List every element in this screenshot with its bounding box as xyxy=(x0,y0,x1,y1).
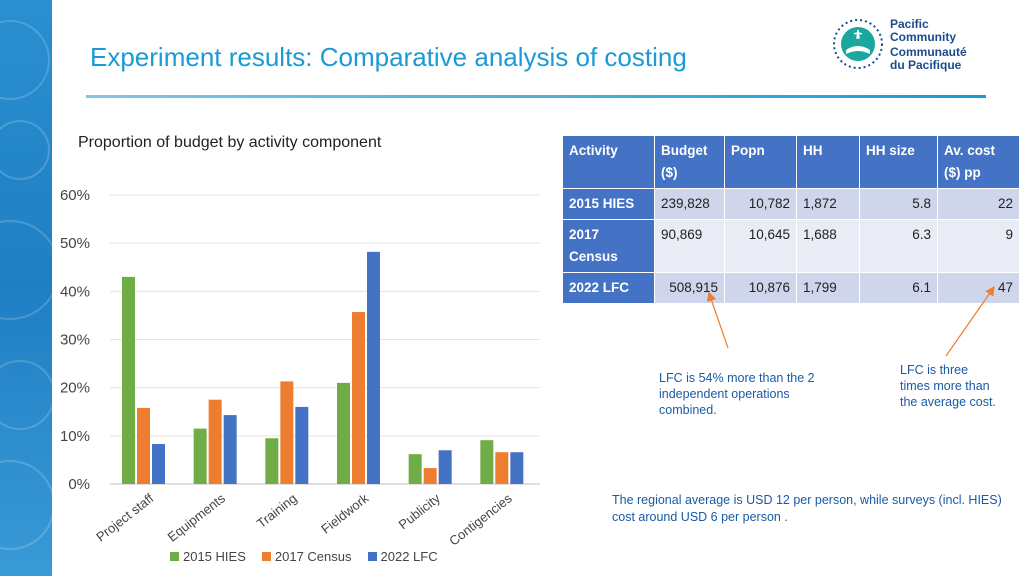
bar-2015-hies xyxy=(265,438,279,484)
row-label: 2017 Census xyxy=(562,219,655,273)
bar-2015-hies xyxy=(480,440,494,484)
bar-2017-census xyxy=(423,468,437,484)
av-cost-cell: 47 xyxy=(937,272,1020,304)
bar-2022-lfc xyxy=(438,450,452,484)
bar-2022-lfc xyxy=(510,452,524,484)
budget-cell: 239,828 xyxy=(654,188,725,220)
legend-swatch-2017-census xyxy=(261,552,271,561)
arrow-to-lfc-av-cost xyxy=(945,286,995,357)
header-activity: Activity xyxy=(562,135,655,189)
annotation-lfc-three-times: LFC is three times more than the average… xyxy=(900,363,996,409)
decorative-side-strip xyxy=(0,0,52,576)
header-popn: Popn xyxy=(724,135,797,189)
chart-legend: 2015 HIES 2017 Census 2022 LFC xyxy=(170,549,438,564)
logo-line-4: du Pacifique xyxy=(890,57,962,72)
hh-cell: 1,688 xyxy=(796,219,860,273)
y-tick-label: 20% xyxy=(60,380,90,397)
logo-line-3: Communauté xyxy=(890,45,967,59)
legend-label-2015-hies: 2015 HIES xyxy=(183,549,246,564)
budget-proportion-bar-chart: 0%10%20%30%40%50%60%Project staff Equipme… xyxy=(60,187,540,549)
legend-label-2017-census: 2017 Census xyxy=(274,549,352,564)
legend-swatch-2015-hies xyxy=(170,552,179,561)
budget-cell: 508,915 xyxy=(654,272,725,304)
legend-item-2015-hies: 2015 HIES xyxy=(170,549,246,564)
bar-2022-lfc xyxy=(295,406,309,484)
annotation-lfc-combined: LFC is 54% more than the 2 independent o… xyxy=(659,371,815,417)
table-row: 2017 Census 90,869 10,645 1,688 6.3 9 xyxy=(562,219,1020,273)
logo-text: Pacific Community Communauté du Pacifiqu… xyxy=(890,18,967,71)
bar-2015-hies xyxy=(408,454,422,484)
slide-title: Experiment results: Comparative analysis… xyxy=(90,42,687,72)
bar-2017-census xyxy=(352,312,365,484)
av-cost-cell: 9 xyxy=(937,219,1020,273)
legend-label-2022-lfc: 2022 LFC xyxy=(380,549,438,564)
header-budget: Budget ($) xyxy=(654,135,725,189)
popn-cell: 10,645 xyxy=(724,219,797,273)
hh-cell: 1,799 xyxy=(796,272,860,304)
pacific-community-logo-icon xyxy=(833,19,883,69)
row-label: 2022 LFC xyxy=(562,272,655,304)
bar-2022-lfc xyxy=(152,444,165,484)
legend-item-2017-census: 2017 Census xyxy=(261,549,352,564)
chart-title: Proportion of budget by activity compone… xyxy=(78,134,382,151)
bar-2022-lfc xyxy=(367,251,380,484)
annotation-regional-average: The regional average is USD 12 per perso… xyxy=(612,493,1002,524)
hh-cell: 1,872 xyxy=(796,188,860,220)
y-tick-label: 60% xyxy=(60,187,90,204)
y-tick-label: 30% xyxy=(60,332,90,349)
y-tick-label: 10% xyxy=(60,428,90,445)
arrow-to-lfc-budget xyxy=(707,291,729,349)
hh-size-cell: 6.1 xyxy=(859,272,938,304)
av-cost-cell: 22 xyxy=(937,188,1020,220)
logo-line-1: Pacific xyxy=(890,17,929,31)
table-row: 2022 LFC 508,915 10,876 1,799 6.1 47 xyxy=(562,272,1020,304)
y-tick-label: 0% xyxy=(68,476,90,493)
logo-line-2: Community xyxy=(890,29,956,44)
bar-2015-hies xyxy=(337,382,350,484)
bar-2015-hies xyxy=(122,276,135,484)
bar-2017-census xyxy=(280,381,294,484)
bar-2017-census xyxy=(495,452,509,484)
hh-size-cell: 6.3 xyxy=(859,219,938,273)
costing-table: Activity Budget ($) Popn HH HH size Av. … xyxy=(562,135,1020,304)
bar-2017-census xyxy=(137,407,150,484)
budget-cell: 90,869 xyxy=(654,219,725,273)
row-label: 2015 HIES xyxy=(562,188,655,220)
bar-2015-hies xyxy=(193,428,207,484)
y-tick-label: 50% xyxy=(60,235,90,252)
y-tick-label: 40% xyxy=(60,283,90,300)
popn-cell: 10,876 xyxy=(724,272,797,304)
bar-2022-lfc xyxy=(223,415,237,484)
legend-item-2022-lfc: 2022 LFC xyxy=(367,549,438,564)
bar-2017-census xyxy=(208,399,222,484)
table-header-row: Activity Budget ($) Popn HH HH size Av. … xyxy=(562,135,1020,189)
title-divider xyxy=(86,95,986,98)
table-row: 2015 HIES 239,828 10,782 1,872 5.8 22 xyxy=(562,188,1020,220)
legend-swatch-2022-lfc xyxy=(367,552,377,561)
hh-size-cell: 5.8 xyxy=(859,188,938,220)
